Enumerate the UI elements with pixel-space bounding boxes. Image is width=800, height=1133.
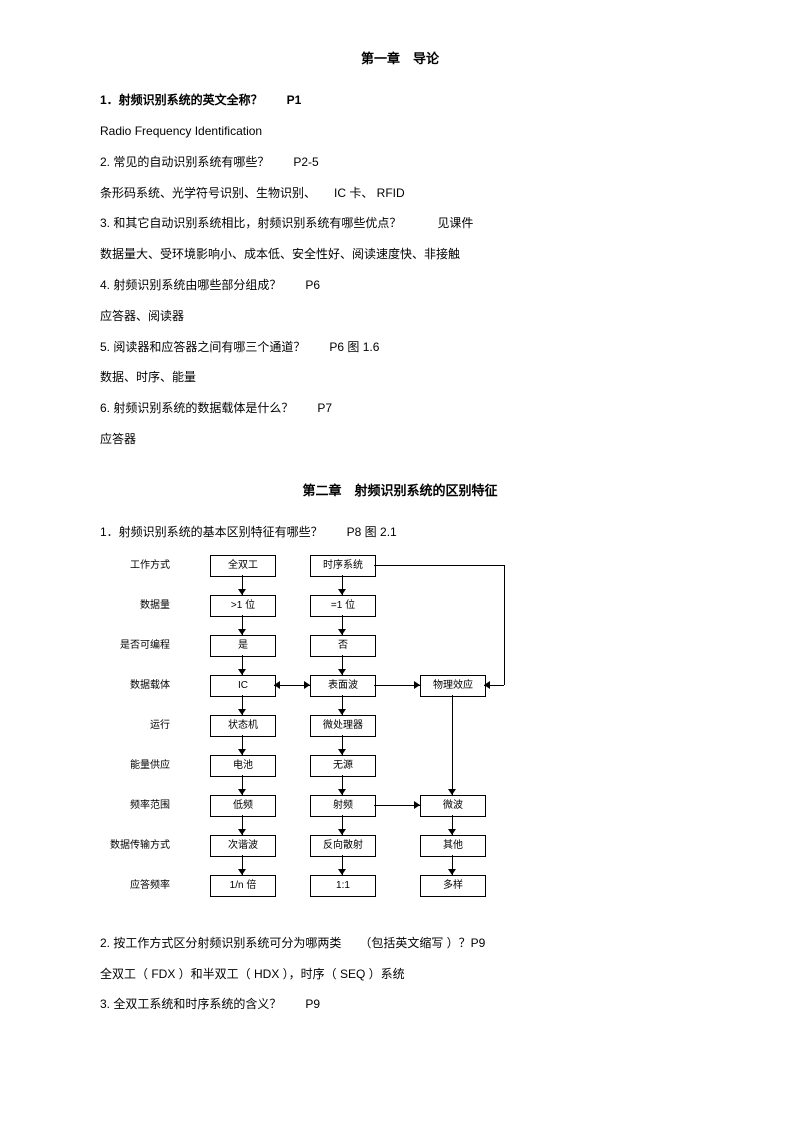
q1: 1．射频识别系统的英文全称？ P1	[100, 92, 700, 109]
a3: 数据量大、受环境影响小、成本低、安全性好、阅读速度快、非接触	[100, 246, 700, 263]
flowchart-figure: 工作方式 全双工 时序系统数据量 >1 位 =1 位是否可编程 是 否数据载体 IC 表面波运行…	[100, 555, 700, 915]
chapter1-title: 第一章 导论	[100, 50, 700, 68]
a1: Radio Frequency Identification	[100, 123, 700, 140]
box-c3-r3: 物理效应	[420, 675, 486, 697]
box-c2-r8: 1:1	[310, 875, 376, 897]
c2q2: 2. 按工作方式区分射频识别系统可分为哪两类 （包括英文缩写 ）？P9	[100, 935, 700, 952]
row-label-2: 是否可编程	[100, 639, 170, 653]
box-c2-r7: 反向散射	[310, 835, 376, 857]
a4: 应答器、阅读器	[100, 308, 700, 325]
row-label-0: 工作方式	[100, 559, 170, 573]
a2: 条形码系统、光学符号识别、生物识别、 IC 卡、 RFID	[100, 185, 700, 202]
box-c1-r8: 1/n 倍	[210, 875, 276, 897]
box-c1-r3: IC	[210, 675, 276, 697]
q2: 2. 常见的自动识别系统有哪些？ P2-5	[100, 154, 700, 171]
box-c1-r1: >1 位	[210, 595, 276, 617]
box-c2-r4: 微处理器	[310, 715, 376, 737]
c2a2: 全双工（ FDX ）和半双工（ HDX ），时序（ SEQ ）系统	[100, 966, 700, 983]
a5: 数据、时序、能量	[100, 369, 700, 386]
row-label-8: 应答频率	[100, 879, 170, 893]
box-c3-r7: 其他	[420, 835, 486, 857]
box-c1-r2: 是	[210, 635, 276, 657]
chapter2-title: 第二章 射频识别系统的区别特征	[100, 482, 700, 500]
box-c2-r1: =1 位	[310, 595, 376, 617]
box-c2-r0: 时序系统	[310, 555, 376, 577]
q4: 4. 射频识别系统由哪些部分组成？ P6	[100, 277, 700, 294]
q6: 6. 射频识别系统的数据载体是什么？ P7	[100, 400, 700, 417]
box-c1-r6: 低频	[210, 795, 276, 817]
box-c3-r8: 多样	[420, 875, 486, 897]
row-label-3: 数据载体	[100, 679, 170, 693]
c2q3: 3. 全双工系统和时序系统的含义？ P9	[100, 996, 700, 1013]
box-c2-r6: 射频	[310, 795, 376, 817]
row-label-5: 能量供应	[100, 759, 170, 773]
row-label-7: 数据传输方式	[100, 839, 170, 853]
q5: 5. 阅读器和应答器之间有哪三个通道？ P6 图 1.6	[100, 339, 700, 356]
box-c1-r7: 次谐波	[210, 835, 276, 857]
a6: 应答器	[100, 431, 700, 448]
box-c2-r5: 无源	[310, 755, 376, 777]
box-c2-r2: 否	[310, 635, 376, 657]
q3: 3. 和其它自动识别系统相比，射频识别系统有哪些优点？ 见课件	[100, 215, 700, 232]
box-c1-r5: 电池	[210, 755, 276, 777]
box-c1-r4: 状态机	[210, 715, 276, 737]
box-c3-r6: 微波	[420, 795, 486, 817]
row-label-1: 数据量	[100, 599, 170, 613]
box-c2-r3: 表面波	[310, 675, 376, 697]
row-label-6: 频率范围	[100, 799, 170, 813]
box-c1-r0: 全双工	[210, 555, 276, 577]
row-label-4: 运行	[100, 719, 170, 733]
c2q1: 1．射频识别系统的基本区别特征有哪些？ P8 图 2.1	[100, 524, 700, 541]
